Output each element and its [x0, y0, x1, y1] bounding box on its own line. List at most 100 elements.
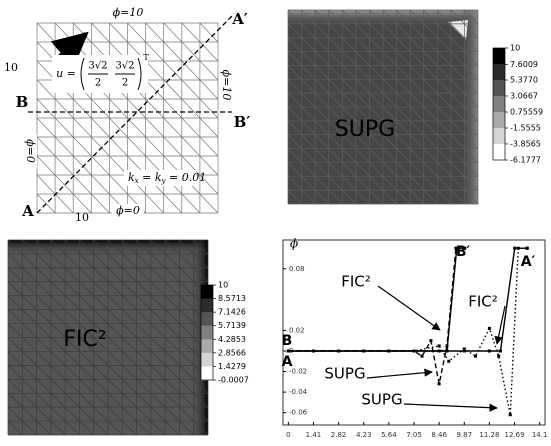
mesh-line [314, 51, 329, 66]
mesh-line [50, 309, 66, 324]
mesh-line [164, 253, 180, 269]
mesh-line [36, 406, 52, 422]
mesh-line [181, 41, 201, 62]
mesh-line [287, 65, 302, 80]
y-axis-label: ϕ [290, 237, 298, 251]
mesh-line [64, 379, 80, 394]
mesh-line [54, 155, 74, 176]
mesh-line [163, 79, 183, 100]
mesh-line [355, 189, 370, 205]
mesh-line [122, 420, 137, 436]
mesh-line [409, 176, 424, 191]
mesh-line [437, 176, 452, 191]
mesh-line [93, 309, 109, 324]
mesh-line [409, 51, 424, 66]
mesh-line [164, 323, 180, 338]
mesh-line [22, 337, 37, 352]
mesh-line [409, 148, 424, 163]
mesh-line [314, 92, 329, 108]
mesh-line [396, 23, 411, 38]
mesh-line [423, 134, 438, 149]
mesh-line [301, 23, 316, 38]
mesh-line [464, 65, 479, 80]
mesh-line [164, 337, 180, 352]
mesh-line [122, 406, 137, 422]
mesh-line [54, 98, 74, 119]
mesh-line [328, 51, 343, 66]
mesh-line [136, 351, 152, 366]
colorbar-label: 3.0667 [510, 92, 538, 101]
diffusivity-part: = k [139, 171, 162, 184]
series-marker [286, 349, 290, 353]
mesh-line [150, 295, 166, 310]
mesh-line [150, 351, 166, 366]
mesh-line [93, 365, 109, 380]
mesh-line [164, 379, 180, 394]
mesh-line [109, 117, 128, 138]
mesh-line [450, 134, 465, 149]
diffusivity-part: y [161, 177, 167, 185]
mesh-line [107, 379, 123, 394]
mesh-line [396, 106, 411, 122]
mesh-line [22, 420, 37, 436]
mesh-line [107, 253, 123, 269]
mesh-line [36, 239, 52, 255]
mesh-line [382, 189, 397, 205]
mesh-line [107, 351, 123, 366]
mesh-line [181, 155, 201, 176]
mesh-line [450, 189, 465, 205]
mesh-line [450, 106, 465, 122]
mesh-line [314, 189, 329, 205]
mesh-line [50, 420, 66, 436]
series-marker [454, 246, 458, 250]
mesh-line [64, 337, 80, 352]
y-tick-label: 0.02 [289, 326, 305, 334]
mesh-line [91, 174, 110, 195]
mesh-label: 10 [75, 211, 89, 224]
mesh-line [179, 420, 194, 436]
mesh-line [369, 37, 384, 52]
colorbar-band [493, 144, 505, 161]
mesh-line [423, 23, 438, 38]
mesh-label: ϕ=0 [24, 139, 37, 163]
mesh-line [36, 22, 56, 43]
mesh-line [79, 323, 94, 338]
mesh-line [193, 392, 209, 408]
mesh-line [107, 392, 123, 408]
mesh-line [382, 106, 397, 122]
mesh-line [64, 281, 80, 296]
mesh-line [409, 162, 424, 177]
series-marker [516, 246, 520, 250]
colorbar-label: 5.7139 [218, 321, 246, 330]
mesh-line [54, 174, 74, 195]
series-marker [437, 349, 441, 353]
mesh-line [382, 176, 397, 191]
mesh-line [369, 162, 384, 177]
mesh-line [164, 309, 180, 324]
mesh-line [93, 267, 109, 283]
mesh-line [314, 106, 329, 122]
annotation-arrow [494, 305, 506, 345]
mesh-line [437, 106, 452, 122]
field-label: SUPG [335, 117, 395, 142]
mesh-line [396, 189, 411, 205]
mesh-label: ϕ=10 [113, 6, 144, 19]
mesh-line [107, 267, 123, 283]
mesh-line [163, 41, 183, 62]
series-marker [445, 344, 449, 348]
mesh-line [91, 117, 110, 138]
label-bg [112, 204, 144, 219]
mesh-label: T [143, 53, 149, 62]
mesh-line [179, 239, 194, 255]
mesh-line [423, 51, 438, 66]
label-bg [23, 134, 37, 168]
mesh-line [64, 295, 80, 310]
mesh-line [193, 239, 209, 255]
mesh-line [369, 134, 384, 149]
mesh-line [22, 406, 37, 422]
mesh-line [314, 134, 329, 149]
mesh-line [369, 176, 384, 191]
mesh-line [382, 120, 397, 135]
mesh-line [342, 51, 357, 66]
